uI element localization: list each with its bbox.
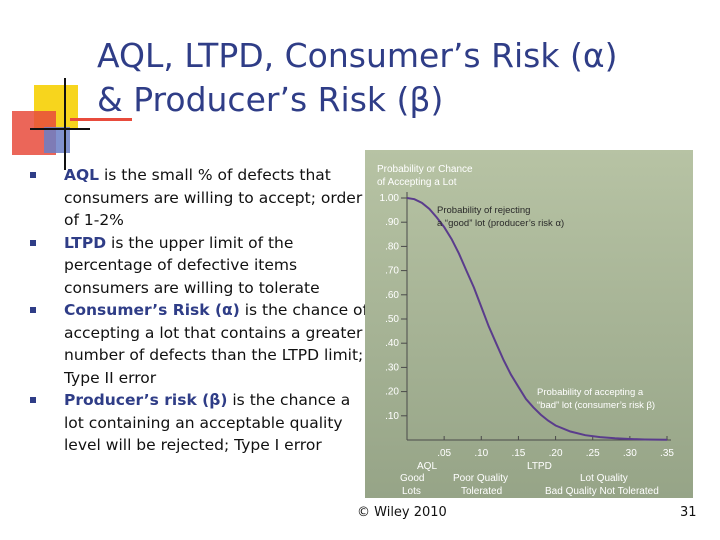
x-tick-label: .30: [623, 448, 637, 459]
bullet-square-icon: [30, 239, 36, 246]
title-line-1: AQL, LTPD, Consumer’s Risk (α): [97, 36, 618, 75]
footer-copyright: © Wiley 2010: [357, 505, 447, 520]
y-tick-label: .10: [385, 411, 399, 422]
region-bad-line-1: Lot Quality: [580, 473, 628, 484]
page-number: 31: [680, 505, 697, 520]
oc-curve-line: [406, 197, 668, 441]
x-tick-label: .20: [549, 448, 563, 459]
y-tick-label: .60: [385, 290, 399, 301]
x-tick-label: .35: [660, 448, 674, 459]
producer-risk-line-1: Probability of rejecting: [437, 205, 530, 216]
y-tick-label: .20: [385, 387, 399, 398]
bullet-text: is the upper limit of the percentage of …: [64, 233, 320, 297]
y-axis: 1.00 .90 .80 .70 .60 .50 .40 .30 .20 .10: [380, 192, 408, 440]
bullet-text: is the chance of accepting a lot that co…: [64, 301, 368, 387]
region-good-line-1: Good: [400, 473, 424, 484]
logo-accent-line: [70, 118, 132, 121]
bullet-term: Producer’s risk (β): [64, 391, 228, 409]
y-tick-label: .70: [385, 266, 399, 277]
y-tick-label: .90: [385, 217, 399, 228]
y-tick-label: .30: [385, 362, 399, 373]
x-tick-label: .05: [437, 448, 451, 459]
bullet-aql: AQL is the small % of defects that consu…: [28, 164, 368, 232]
region-poor-line-2: Tolerated: [461, 486, 502, 497]
y-tick-label: .40: [385, 338, 399, 349]
bullet-text: is the small % of defects that consumers…: [64, 166, 363, 229]
region-poor-line-1: Poor Quality: [453, 473, 508, 484]
region-bad-line-2: Bad Quality Not Tolerated: [545, 486, 659, 497]
y-tick-label: .80: [385, 241, 399, 252]
x-tick-label: .15: [511, 448, 525, 459]
logo-horizontal-line: [30, 128, 90, 130]
oc-curve-chart: 1.00 .90 .80 .70 .60 .50 .40 .30 .20 .10 .05 .10 .1…: [365, 150, 693, 498]
bullet-term: LTPD: [64, 233, 107, 252]
x-axis: .05 .10 .15 .20 .25 .30 .35: [407, 436, 674, 459]
chart-background: [365, 150, 693, 498]
chart-title-line-2: of Accepting a Lot: [377, 177, 457, 188]
region-good-line-2: Lots: [402, 486, 421, 497]
consumer-risk-line-2: “bad” lot (consumer’s risk β): [537, 400, 655, 411]
logo-vertical-line: [64, 78, 66, 170]
title-line-2: & Producer’s Risk (β): [97, 80, 444, 119]
bullet-ltpd: LTPD is the upper limit of the percentag…: [28, 232, 368, 300]
bullet-square-icon: [30, 307, 36, 313]
ltpd-marker: LTPD: [527, 461, 552, 472]
aql-marker: AQL: [417, 461, 437, 472]
bullet-producer-risk: Producer’s risk (β) is the chance a lot …: [28, 389, 368, 457]
logo-blue-square: [44, 127, 70, 153]
chart-title-line-1: Probability or Chance: [377, 164, 473, 175]
bullet-list: AQL is the small % of defects that consu…: [28, 164, 368, 457]
bullet-square-icon: [30, 172, 36, 178]
y-tick-label: .50: [385, 314, 399, 325]
x-tick-label: .10: [474, 448, 488, 459]
y-tick-label: 1.00: [380, 193, 400, 204]
bullet-term: AQL: [64, 166, 100, 184]
slide-title: AQL, LTPD, Consumer’s Risk (α) & Produce…: [97, 34, 697, 122]
x-tick-label: .25: [586, 448, 600, 459]
producer-risk-line-2: a “good” lot (producer’s risk α): [437, 218, 564, 229]
bullet-consumer-risk: Consumer’s Risk (α) is the chance of acc…: [28, 299, 368, 389]
bullet-term: Consumer’s Risk (α): [64, 301, 240, 319]
bullet-square-icon: [30, 397, 36, 403]
bullet-text: is the chance a lot containing an accept…: [64, 391, 351, 454]
consumer-risk-line-1: Probability of accepting a: [537, 387, 644, 398]
